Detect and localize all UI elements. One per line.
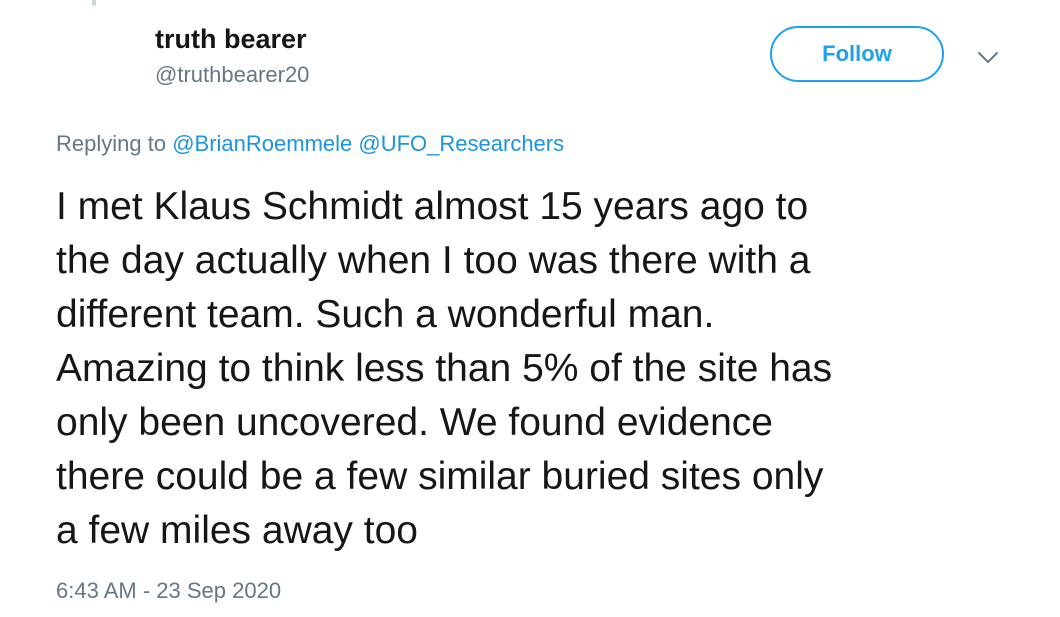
author-display-name[interactable]: truth bearer [155,24,307,54]
more-options-button[interactable] [974,44,1002,72]
follow-button[interactable]: Follow [770,26,944,82]
chevron-down-icon [978,52,998,63]
author-handle[interactable]: @truthbearer20 [155,62,310,87]
mention-link[interactable]: @UFO_Researchers [358,131,565,156]
tweet-text-line: there could be a few similar buried site… [56,455,824,498]
reply-context: Replying to @BrianRoemmele @UFO_Research… [56,131,564,157]
tweet-timestamp[interactable]: 6:43 AM - 23 Sep 2020 [56,578,282,603]
tweet-text-line: I met Klaus Schmidt almost 15 years ago … [56,185,809,228]
tweet-text: I met Klaus Schmidt almost 15 years ago … [56,180,1046,558]
tweet-text-line: the day actually when I too was there wi… [56,239,811,282]
mention-link[interactable]: @BrianRoemmele [172,131,353,156]
tweet-text-line: different team. Such a wonderful man. [56,293,715,336]
tweet-text-line: only been uncovered. We found evidence [56,401,773,444]
tweet-text-line: a few miles away too [56,509,418,552]
tweet-text-line: Amazing to think less than 5% of the sit… [56,347,833,390]
thread-connector-line [92,0,96,6]
reply-context-prefix: Replying to [56,131,167,156]
